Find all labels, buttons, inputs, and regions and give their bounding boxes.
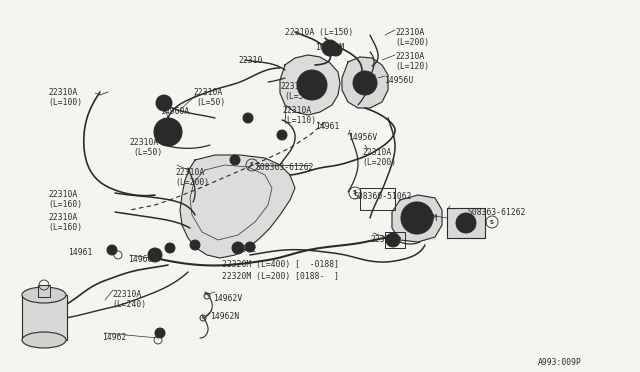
Text: S: S bbox=[353, 190, 357, 196]
Text: 14961: 14961 bbox=[68, 248, 92, 257]
Polygon shape bbox=[180, 155, 295, 258]
Circle shape bbox=[456, 213, 476, 233]
Circle shape bbox=[107, 245, 117, 255]
Text: (L=110): (L=110) bbox=[282, 116, 316, 125]
Bar bbox=[360, 188, 395, 210]
Text: (L=200): (L=200) bbox=[175, 178, 209, 187]
Circle shape bbox=[155, 328, 165, 338]
Text: 22310A: 22310A bbox=[395, 52, 424, 61]
Text: 14956U: 14956U bbox=[384, 76, 413, 85]
Circle shape bbox=[232, 242, 244, 254]
Bar bbox=[447, 208, 485, 238]
Circle shape bbox=[297, 70, 327, 100]
Text: 16599M: 16599M bbox=[315, 43, 344, 52]
Bar bbox=[22, 295, 67, 340]
Text: 22310A: 22310A bbox=[48, 190, 77, 199]
Text: 22310A: 22310A bbox=[282, 106, 311, 115]
Text: 22310A: 22310A bbox=[362, 148, 391, 157]
Text: 14962: 14962 bbox=[232, 245, 257, 254]
Text: 22320M (L=200) [0188-  ]: 22320M (L=200) [0188- ] bbox=[222, 272, 339, 281]
Polygon shape bbox=[280, 55, 340, 115]
Circle shape bbox=[154, 118, 182, 146]
Text: S08363-61262: S08363-61262 bbox=[255, 163, 314, 172]
Circle shape bbox=[190, 240, 200, 250]
Text: (L=50): (L=50) bbox=[133, 148, 163, 157]
Text: S: S bbox=[490, 219, 494, 224]
Ellipse shape bbox=[22, 287, 66, 303]
Text: S08363-61262: S08363-61262 bbox=[468, 208, 527, 217]
Text: 22310A (L=150): 22310A (L=150) bbox=[285, 28, 353, 37]
Text: 14962V: 14962V bbox=[213, 294, 243, 303]
Text: (L=200): (L=200) bbox=[395, 38, 429, 47]
Text: 22310A: 22310A bbox=[112, 290, 141, 299]
Text: (L=160): (L=160) bbox=[48, 200, 82, 209]
Text: (L=200): (L=200) bbox=[362, 158, 396, 167]
Text: 22320M (L=400) [  -0188]: 22320M (L=400) [ -0188] bbox=[222, 260, 339, 269]
Circle shape bbox=[230, 155, 240, 165]
Circle shape bbox=[243, 113, 253, 123]
Text: 14962N: 14962N bbox=[210, 312, 239, 321]
Text: 14957M: 14957M bbox=[408, 214, 437, 223]
Circle shape bbox=[165, 243, 175, 253]
Text: 22310A: 22310A bbox=[280, 82, 309, 91]
Text: 22310A: 22310A bbox=[48, 88, 77, 97]
Circle shape bbox=[353, 71, 377, 95]
Circle shape bbox=[322, 40, 338, 56]
Circle shape bbox=[330, 44, 342, 56]
Circle shape bbox=[148, 248, 162, 262]
Text: 14960A: 14960A bbox=[160, 107, 189, 116]
Text: (L=120): (L=120) bbox=[395, 62, 429, 71]
Text: (L=50): (L=50) bbox=[196, 98, 225, 107]
Text: 14962: 14962 bbox=[102, 333, 126, 342]
Text: 22310: 22310 bbox=[238, 56, 262, 65]
Text: (L=100): (L=100) bbox=[48, 98, 82, 107]
Circle shape bbox=[245, 242, 255, 252]
Bar bbox=[385, 232, 405, 248]
Text: S: S bbox=[250, 163, 254, 167]
Text: 22318J: 22318J bbox=[370, 235, 399, 244]
Text: 22310A: 22310A bbox=[175, 168, 204, 177]
Circle shape bbox=[386, 233, 400, 247]
Text: (L=240): (L=240) bbox=[112, 300, 146, 309]
Circle shape bbox=[277, 130, 287, 140]
Circle shape bbox=[401, 202, 433, 234]
Text: 14956V: 14956V bbox=[348, 133, 377, 142]
Circle shape bbox=[156, 95, 172, 111]
Text: 22310A: 22310A bbox=[395, 28, 424, 37]
Polygon shape bbox=[392, 195, 442, 242]
Text: 14960: 14960 bbox=[128, 255, 152, 264]
Text: 22310A: 22310A bbox=[193, 88, 222, 97]
Polygon shape bbox=[342, 57, 388, 108]
Text: S08360-51062: S08360-51062 bbox=[353, 192, 412, 201]
Text: A993:009P: A993:009P bbox=[538, 358, 582, 367]
Text: 22310A: 22310A bbox=[129, 138, 158, 147]
Text: (L=50): (L=50) bbox=[284, 92, 313, 101]
Text: 14961: 14961 bbox=[315, 122, 339, 131]
Text: 22310A: 22310A bbox=[48, 213, 77, 222]
Bar bbox=[38, 285, 50, 297]
Ellipse shape bbox=[22, 332, 66, 348]
Text: (L=160): (L=160) bbox=[48, 223, 82, 232]
